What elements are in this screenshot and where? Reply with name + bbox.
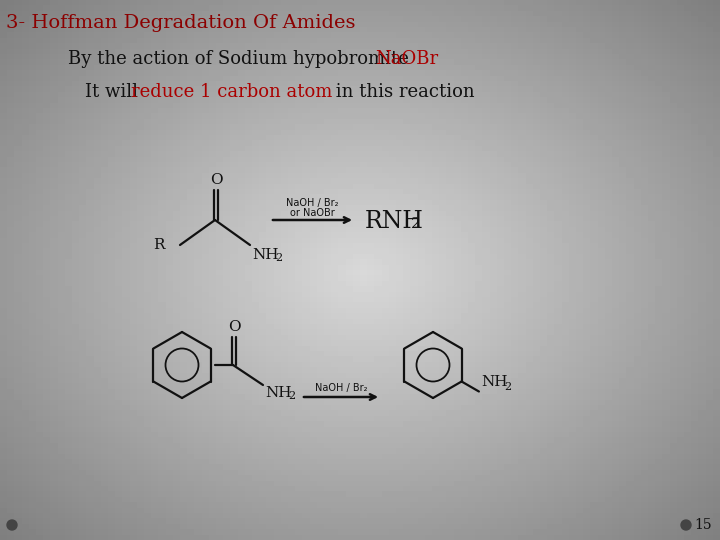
Text: reduce 1 carbon atom: reduce 1 carbon atom [131,83,333,101]
Text: R: R [153,238,165,252]
Text: 15: 15 [694,518,711,532]
Text: NH: NH [265,386,292,400]
Text: O: O [210,173,222,187]
Text: 3- Hoffman Degradation Of Amides: 3- Hoffman Degradation Of Amides [6,14,356,32]
Text: in this reaction: in this reaction [330,83,474,101]
Text: 2: 2 [411,217,420,231]
Text: By the action of Sodium hypobromite: By the action of Sodium hypobromite [68,50,420,68]
Text: O: O [228,320,240,334]
Text: RNH: RNH [365,210,424,233]
Text: or NaOBr: or NaOBr [290,208,335,218]
Text: 2: 2 [288,391,295,401]
Text: NaOH / Br₂: NaOH / Br₂ [315,383,367,393]
Text: NaOBr: NaOBr [375,50,438,68]
Circle shape [7,520,17,530]
Text: It will: It will [85,83,144,101]
Text: 2: 2 [504,382,511,393]
Text: NH: NH [481,375,508,388]
Circle shape [681,520,691,530]
Text: NH: NH [252,248,279,262]
Text: 2: 2 [275,253,282,263]
Text: NaOH / Br₂: NaOH / Br₂ [287,198,338,208]
